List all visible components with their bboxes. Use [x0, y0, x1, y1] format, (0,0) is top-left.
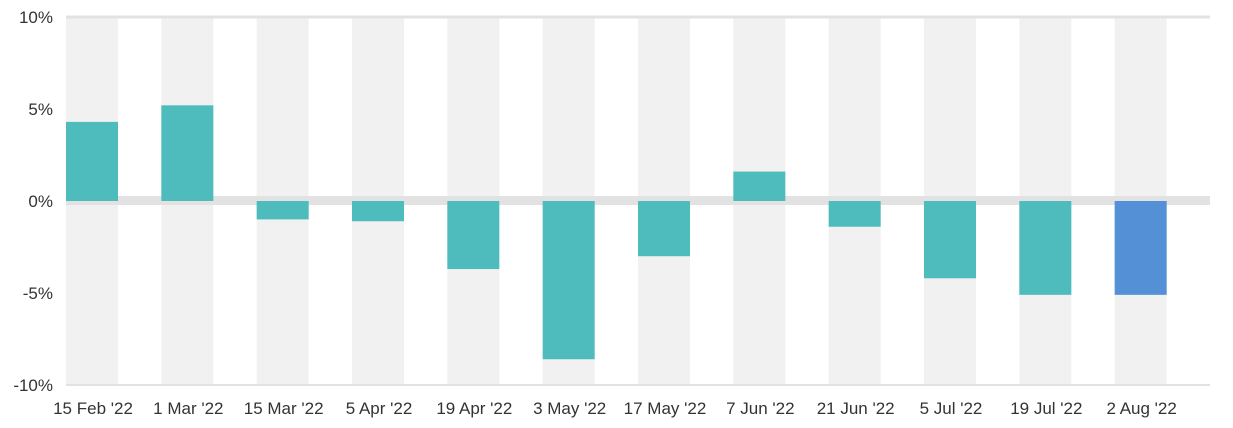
bar-10[interactable]: [1019, 201, 1072, 295]
bar-8[interactable]: [828, 201, 881, 227]
y-tick-label: -5%: [23, 284, 53, 303]
y-tick-label: 0%: [28, 192, 53, 211]
bar-3[interactable]: [352, 201, 404, 222]
x-tick-label: 3 May '22: [533, 399, 606, 418]
zero-line: [66, 196, 1210, 205]
bar-1[interactable]: [161, 105, 214, 201]
y-tick-label: 10%: [19, 8, 53, 27]
bar-4[interactable]: [447, 201, 500, 270]
x-tick-label: 15 Mar '22: [244, 399, 324, 418]
x-tick-label: 2 Aug '22: [1106, 399, 1176, 418]
bar-9[interactable]: [924, 201, 976, 279]
x-tick-label: 5 Apr '22: [346, 399, 413, 418]
y-tick-label: -10%: [13, 376, 53, 395]
bars: [66, 105, 1167, 360]
bar-0[interactable]: [66, 121, 118, 201]
x-tick-label: 19 Apr '22: [436, 399, 512, 418]
y-axis-tick-labels: 10% 5% 0% -5% -10%: [13, 8, 53, 395]
x-tick-label: 15 Feb '22: [53, 399, 133, 418]
bar-7[interactable]: [733, 171, 786, 201]
y-tick-label: 5%: [28, 100, 53, 119]
x-tick-label: 5 Jul '22: [920, 399, 983, 418]
x-tick-label: 17 May '22: [624, 399, 707, 418]
x-tick-label: 1 Mar '22: [153, 399, 223, 418]
bar-5[interactable]: [542, 201, 595, 360]
x-axis-tick-labels: 15 Feb '22 1 Mar '22 15 Mar '22 5 Apr '22 19…: [53, 399, 1177, 418]
x-tick-label: 21 Jun '22: [817, 399, 895, 418]
x-tick-label: 19 Jul '22: [1010, 399, 1082, 418]
bar-11[interactable]: [1114, 201, 1167, 295]
bar-6[interactable]: [638, 201, 690, 257]
bar-2[interactable]: [256, 201, 309, 220]
x-tick-label: 7 Jun '22: [726, 399, 794, 418]
